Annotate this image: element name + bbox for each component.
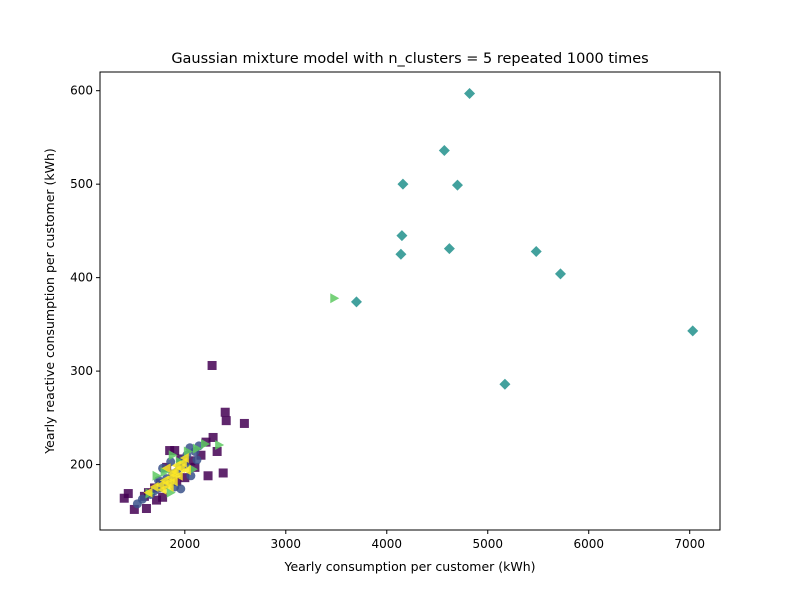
scatter-point — [190, 462, 200, 472]
scatter-point — [218, 468, 228, 478]
scatter-point — [158, 492, 168, 502]
scatter-point — [221, 416, 231, 426]
y-tick-label: 500 — [70, 177, 93, 191]
scatter-point — [196, 450, 206, 460]
scatter-point — [451, 179, 463, 191]
plot-area — [119, 87, 699, 514]
scatter-point — [161, 463, 171, 474]
scatter-point — [152, 470, 162, 481]
scatter-point — [166, 487, 176, 498]
x-tick-label: 5000 — [472, 537, 503, 551]
scatter-point — [119, 493, 129, 503]
scatter-point — [215, 439, 225, 450]
scatter-point — [395, 248, 407, 260]
x-tick-label: 4000 — [372, 537, 403, 551]
axes: 2000 3000 4000 5000 6000 7000 200 300 400 500 600 — [70, 84, 705, 551]
scatter-point — [137, 494, 147, 504]
scatter-point — [157, 484, 167, 495]
scatter-point — [192, 455, 202, 465]
scatter-point — [149, 482, 159, 493]
scatter-point — [166, 457, 176, 467]
scatter-point — [192, 443, 202, 454]
scatter-point — [183, 446, 193, 457]
x-tick-label: 7000 — [674, 537, 705, 551]
scatter-point — [179, 453, 189, 464]
plot-frame — [99, 71, 721, 531]
scatter-point — [239, 418, 249, 428]
scatter-point — [181, 465, 191, 476]
scatter-point — [201, 439, 211, 450]
x-tick-label: 6000 — [573, 537, 604, 551]
scatter-point — [165, 446, 175, 456]
scatter-point — [687, 325, 699, 337]
series-diamond — [350, 87, 699, 390]
scatter-point — [186, 456, 196, 466]
scatter-point — [170, 446, 180, 456]
scatter-point — [207, 360, 217, 370]
scatter-point — [397, 178, 409, 190]
scatter-point — [499, 378, 511, 390]
scatter-point — [175, 463, 185, 474]
scatter-point — [530, 245, 542, 257]
scatter-point — [396, 230, 408, 242]
scatter-point — [464, 87, 476, 99]
scatter-point — [123, 489, 133, 499]
scatter-point — [164, 482, 174, 493]
x-tick-label: 2000 — [170, 537, 201, 551]
y-tick-label: 200 — [70, 458, 93, 472]
scatter-point — [330, 293, 340, 304]
chart-title: Gaussian mixture model with n_clusters =… — [171, 51, 648, 67]
x-axis-label: Yearly consumption per customer (kWh) — [283, 559, 535, 574]
scatter-point — [438, 145, 450, 157]
scatter-point — [143, 487, 153, 498]
scatter-point — [141, 504, 151, 514]
scatter-point — [188, 464, 198, 475]
scatter-point — [129, 504, 139, 514]
scatter-point — [203, 471, 213, 481]
y-tick-label: 300 — [70, 364, 93, 378]
scatter-point — [212, 446, 222, 456]
scatter-point — [160, 467, 170, 478]
scatter-point — [173, 470, 183, 481]
y-axis-label: Yearly reactive consumption per customer… — [42, 148, 57, 455]
scatter-point — [443, 243, 455, 255]
scatter-point — [554, 268, 566, 280]
series-triangle-right — [145, 293, 340, 499]
y-tick-label: 400 — [70, 271, 93, 285]
x-tick-label: 3000 — [271, 537, 302, 551]
scatter-point — [168, 476, 178, 487]
y-tick-label: 600 — [70, 84, 93, 98]
scatter-point — [208, 432, 218, 442]
scatter-point — [180, 473, 190, 483]
series-triangle-left — [143, 453, 191, 498]
scatter-point — [152, 495, 162, 505]
scatter-point — [168, 450, 178, 461]
scatter-point — [350, 296, 362, 308]
scatter-point — [220, 407, 230, 417]
